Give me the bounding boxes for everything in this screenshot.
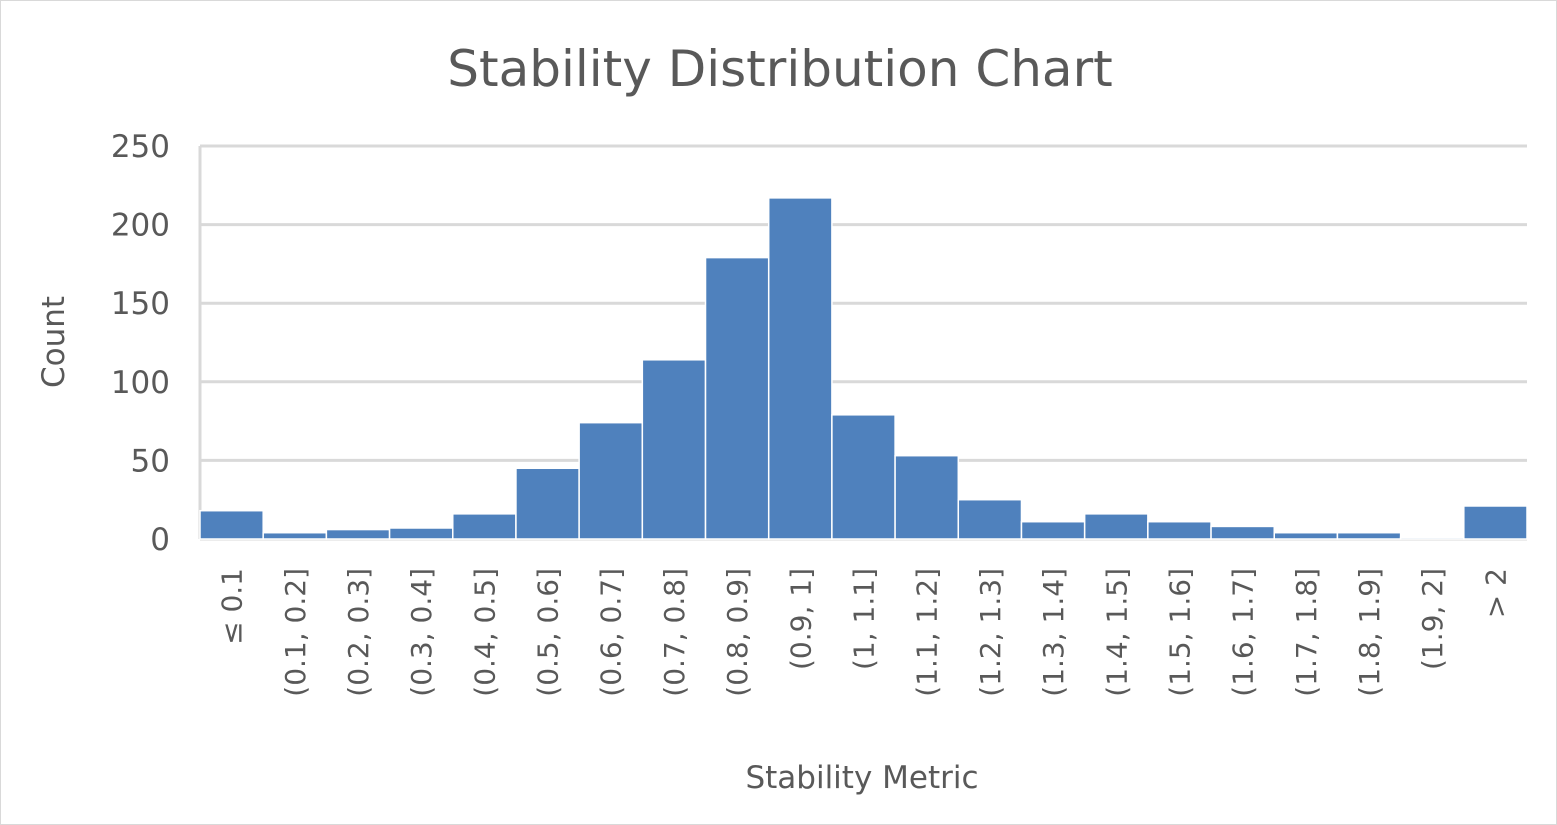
bar: [452, 513, 517, 540]
bar: [515, 467, 580, 540]
y-tick-label: 250: [111, 129, 170, 165]
y-tick-labels: 0 50 100 150 200 250: [111, 129, 170, 558]
bar: [894, 454, 960, 540]
x-tick-label: (0.9, 1]: [784, 568, 817, 670]
x-tick-label: (1, 1.1]: [848, 568, 881, 670]
bar: [578, 421, 644, 540]
x-tick-labels: ≤ 0.1 (0.1, 0.2] (0.2, 0.3] (0.3, 0.4] (0.4,…: [216, 568, 1513, 697]
x-tick-label: > 2: [1479, 568, 1512, 618]
y-tick-label: 50: [131, 443, 170, 479]
x-tick-label: (1.1, 1.2]: [911, 568, 944, 697]
x-tick-label: (0.2, 0.3]: [342, 568, 375, 697]
bar: [704, 256, 770, 540]
x-tick-label: (0.8, 0.9]: [721, 568, 754, 697]
bar: [1210, 525, 1275, 540]
y-tick-label: 100: [111, 365, 170, 401]
bar: [1336, 531, 1402, 540]
bar: [1020, 520, 1086, 540]
x-tick-label: (1.5, 1.6]: [1163, 568, 1196, 697]
x-tick-label: (1.6, 1.7]: [1227, 568, 1260, 697]
x-tick-label: (0.6, 0.7]: [595, 568, 628, 697]
y-tick-label: 0: [150, 522, 170, 558]
x-tick-label: ≤ 0.1: [216, 568, 249, 645]
y-tick-label: 150: [111, 286, 170, 322]
bar: [325, 528, 391, 540]
bar: [262, 531, 328, 540]
bar: [1273, 531, 1339, 540]
x-tick-label: (1.8, 1.9]: [1353, 568, 1386, 697]
x-tick-label: (1.4, 1.5]: [1100, 568, 1133, 697]
bar: [957, 498, 1023, 540]
x-tick-label: (0.4, 0.5]: [468, 568, 501, 697]
x-tick-label: (0.1, 0.2]: [279, 568, 312, 697]
y-axis-label: Count: [36, 296, 72, 388]
bar: [388, 527, 454, 540]
bar: [1399, 536, 1465, 540]
x-tick-label: (0.7, 0.8]: [658, 568, 691, 697]
bar: [1147, 520, 1212, 540]
bar: [1083, 513, 1149, 540]
bar: [199, 509, 264, 540]
bar: [767, 197, 833, 540]
bar: [641, 359, 707, 540]
bars: [199, 197, 1528, 540]
x-tick-label: (1.2, 1.3]: [974, 568, 1007, 697]
x-tick-label: (1.7, 1.8]: [1290, 568, 1323, 697]
x-tick-label: (1.3, 1.4]: [1037, 568, 1070, 697]
x-tick-label: (0.5, 0.6]: [532, 568, 565, 697]
y-tick-label: 200: [111, 208, 170, 244]
bar: [831, 414, 896, 540]
x-tick-label: (0.3, 0.4]: [405, 568, 438, 697]
chart-title: Stability Distribution Chart: [447, 40, 1112, 98]
bar: [1463, 505, 1528, 540]
x-tick-label: (1.9, 2]: [1416, 568, 1449, 670]
x-axis-label: Stability Metric: [745, 760, 978, 796]
